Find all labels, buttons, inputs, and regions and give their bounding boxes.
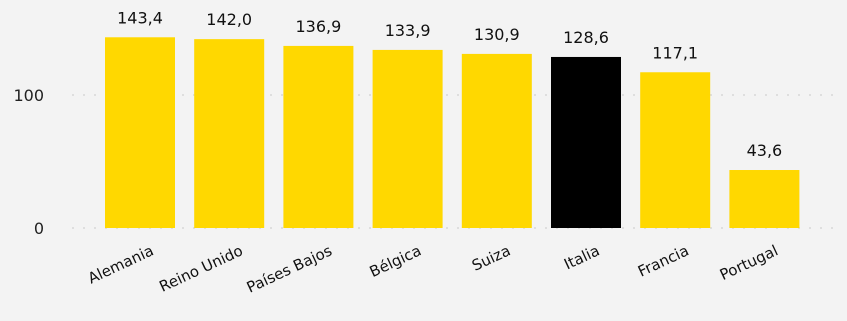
bar-portugal	[729, 170, 800, 228]
bar-bélgica	[372, 49, 443, 229]
value-label: 136,9	[295, 17, 341, 36]
bar-países-bajos	[283, 45, 354, 228]
y-tick-label: 100	[13, 86, 44, 105]
x-tick-label: Alemania	[85, 241, 156, 287]
bar-italia	[551, 56, 621, 228]
x-tick-label: Países Bajos	[244, 241, 335, 296]
x-tick-label: Portugal	[717, 241, 781, 284]
bar-alemania	[105, 37, 175, 228]
value-label: 133,9	[385, 21, 431, 40]
x-tick-label: Bélgica	[367, 241, 424, 280]
value-labels: 143,4 142,0 136,9 133,9 130,9 128,6 117,1 43,6	[117, 8, 782, 160]
value-label: 143,4	[117, 8, 163, 27]
x-tick-label: Reino Unido	[156, 241, 245, 295]
x-tick-label: Francia	[635, 241, 692, 280]
bar-reino-unido	[194, 39, 265, 228]
y-tick-label: 0	[34, 219, 44, 238]
value-label: 117,1	[652, 43, 698, 62]
value-label: 128,6	[563, 28, 609, 47]
bars	[105, 37, 800, 229]
value-label: 130,9	[474, 25, 520, 44]
bar-suiza	[461, 53, 532, 228]
y-axis-labels: 0 100	[13, 86, 44, 238]
value-label: 142,0	[206, 10, 252, 29]
x-tick-label: Suiza	[469, 241, 513, 274]
bar-francia	[640, 72, 711, 228]
value-label: 43,6	[747, 141, 783, 160]
x-tick-label: Italia	[561, 241, 602, 273]
grid-lines	[72, 94, 840, 229]
